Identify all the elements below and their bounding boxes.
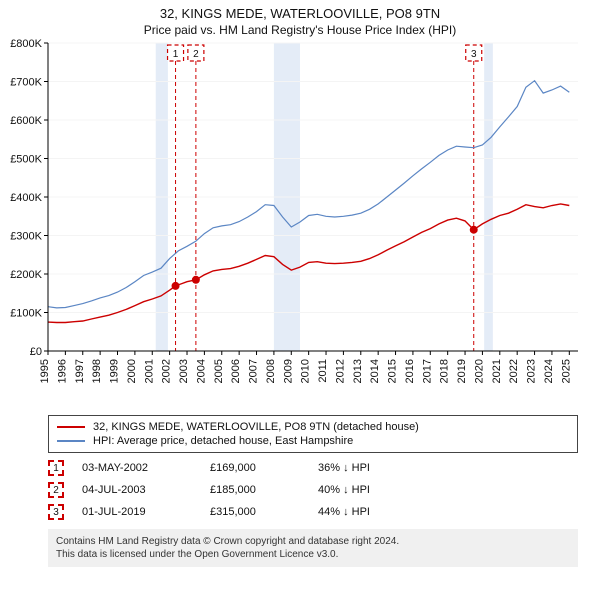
- svg-text:£300K: £300K: [10, 231, 42, 243]
- legend-label: 32, KINGS MEDE, WATERLOOVILLE, PO8 9TN (…: [93, 421, 419, 433]
- svg-text:2020: 2020: [473, 359, 485, 383]
- svg-text:2023: 2023: [526, 359, 538, 383]
- svg-text:2004: 2004: [195, 359, 207, 383]
- event-price: £169,000: [210, 462, 300, 474]
- svg-text:2003: 2003: [178, 359, 190, 383]
- legend-item: 32, KINGS MEDE, WATERLOOVILLE, PO8 9TN (…: [57, 420, 569, 434]
- titles: 32, KINGS MEDE, WATERLOOVILLE, PO8 9TN P…: [0, 0, 600, 39]
- svg-text:1: 1: [173, 49, 179, 60]
- svg-text:1998: 1998: [91, 359, 103, 383]
- svg-text:1996: 1996: [56, 359, 68, 383]
- event-price: £185,000: [210, 484, 300, 496]
- svg-text:2018: 2018: [439, 359, 451, 383]
- svg-text:2008: 2008: [265, 359, 277, 383]
- chart-container: 32, KINGS MEDE, WATERLOOVILLE, PO8 9TN P…: [0, 0, 600, 567]
- event-pct: 36% ↓ HPI: [318, 462, 370, 474]
- svg-text:£200K: £200K: [10, 269, 42, 281]
- event-marker: 2: [48, 482, 64, 498]
- svg-text:£600K: £600K: [10, 115, 42, 127]
- svg-text:£800K: £800K: [10, 39, 42, 50]
- svg-text:3: 3: [471, 49, 477, 60]
- svg-text:£0: £0: [30, 346, 42, 358]
- license-line1: Contains HM Land Registry data © Crown c…: [56, 535, 570, 548]
- event-row: 1 03-MAY-2002 £169,000 36% ↓ HPI: [48, 457, 578, 479]
- svg-text:£100K: £100K: [10, 308, 42, 320]
- event-date: 03-MAY-2002: [82, 462, 192, 474]
- events-table: 1 03-MAY-2002 £169,000 36% ↓ HPI 2 04-JUL-200…: [48, 457, 578, 523]
- event-row: 3 01-JUL-2019 £315,000 44% ↓ HPI: [48, 501, 578, 523]
- svg-text:2019: 2019: [456, 359, 468, 383]
- title-subtitle: Price paid vs. HM Land Registry's House …: [0, 23, 600, 37]
- license-line2: This data is licensed under the Open Gov…: [56, 548, 570, 561]
- svg-text:2014: 2014: [369, 359, 381, 383]
- svg-text:2009: 2009: [282, 359, 294, 383]
- svg-text:2011: 2011: [317, 359, 329, 383]
- svg-text:2010: 2010: [300, 359, 312, 383]
- legend-item: HPI: Average price, detached house, East…: [57, 434, 569, 448]
- line-chart: £0 £100K £200K £300K £400K £500K £600K £700K £80…: [0, 39, 600, 409]
- title-address: 32, KINGS MEDE, WATERLOOVILLE, PO8 9TN: [0, 6, 600, 21]
- svg-text:2006: 2006: [230, 359, 242, 383]
- plot-area: £0 £100K £200K £300K £400K £500K £600K £700K £80…: [0, 39, 600, 409]
- svg-text:2025: 2025: [560, 359, 572, 383]
- event-date: 01-JUL-2019: [82, 506, 192, 518]
- event-marker: 1: [48, 460, 64, 476]
- svg-text:2022: 2022: [508, 359, 520, 383]
- event-price: £315,000: [210, 506, 300, 518]
- event-date: 04-JUL-2003: [82, 484, 192, 496]
- svg-text:2017: 2017: [421, 359, 433, 383]
- event-row: 2 04-JUL-2003 £185,000 40% ↓ HPI: [48, 479, 578, 501]
- legend-swatch: [57, 426, 85, 428]
- event-pct: 44% ↓ HPI: [318, 506, 370, 518]
- svg-text:2005: 2005: [213, 359, 225, 383]
- svg-text:£700K: £700K: [10, 77, 42, 89]
- svg-text:2024: 2024: [543, 359, 555, 383]
- svg-text:1999: 1999: [109, 359, 121, 383]
- svg-text:2016: 2016: [404, 359, 416, 383]
- svg-text:2: 2: [193, 49, 199, 60]
- svg-text:2002: 2002: [161, 359, 173, 383]
- svg-text:£400K: £400K: [10, 192, 42, 204]
- event-pct: 40% ↓ HPI: [318, 484, 370, 496]
- legend-swatch: [57, 440, 85, 442]
- svg-text:2001: 2001: [143, 359, 155, 383]
- license-note: Contains HM Land Registry data © Crown c…: [48, 529, 578, 567]
- svg-text:2013: 2013: [352, 359, 364, 383]
- svg-text:2021: 2021: [491, 359, 503, 383]
- event-marker: 3: [48, 504, 64, 520]
- svg-text:2007: 2007: [248, 359, 260, 383]
- legend-label: HPI: Average price, detached house, East…: [93, 435, 353, 447]
- svg-text:1995: 1995: [39, 359, 51, 383]
- legend: 32, KINGS MEDE, WATERLOOVILLE, PO8 9TN (…: [48, 415, 578, 453]
- svg-text:2000: 2000: [126, 359, 138, 383]
- svg-text:£500K: £500K: [10, 154, 42, 166]
- svg-text:2015: 2015: [387, 359, 399, 383]
- svg-text:1997: 1997: [74, 359, 86, 383]
- svg-text:2012: 2012: [334, 359, 346, 383]
